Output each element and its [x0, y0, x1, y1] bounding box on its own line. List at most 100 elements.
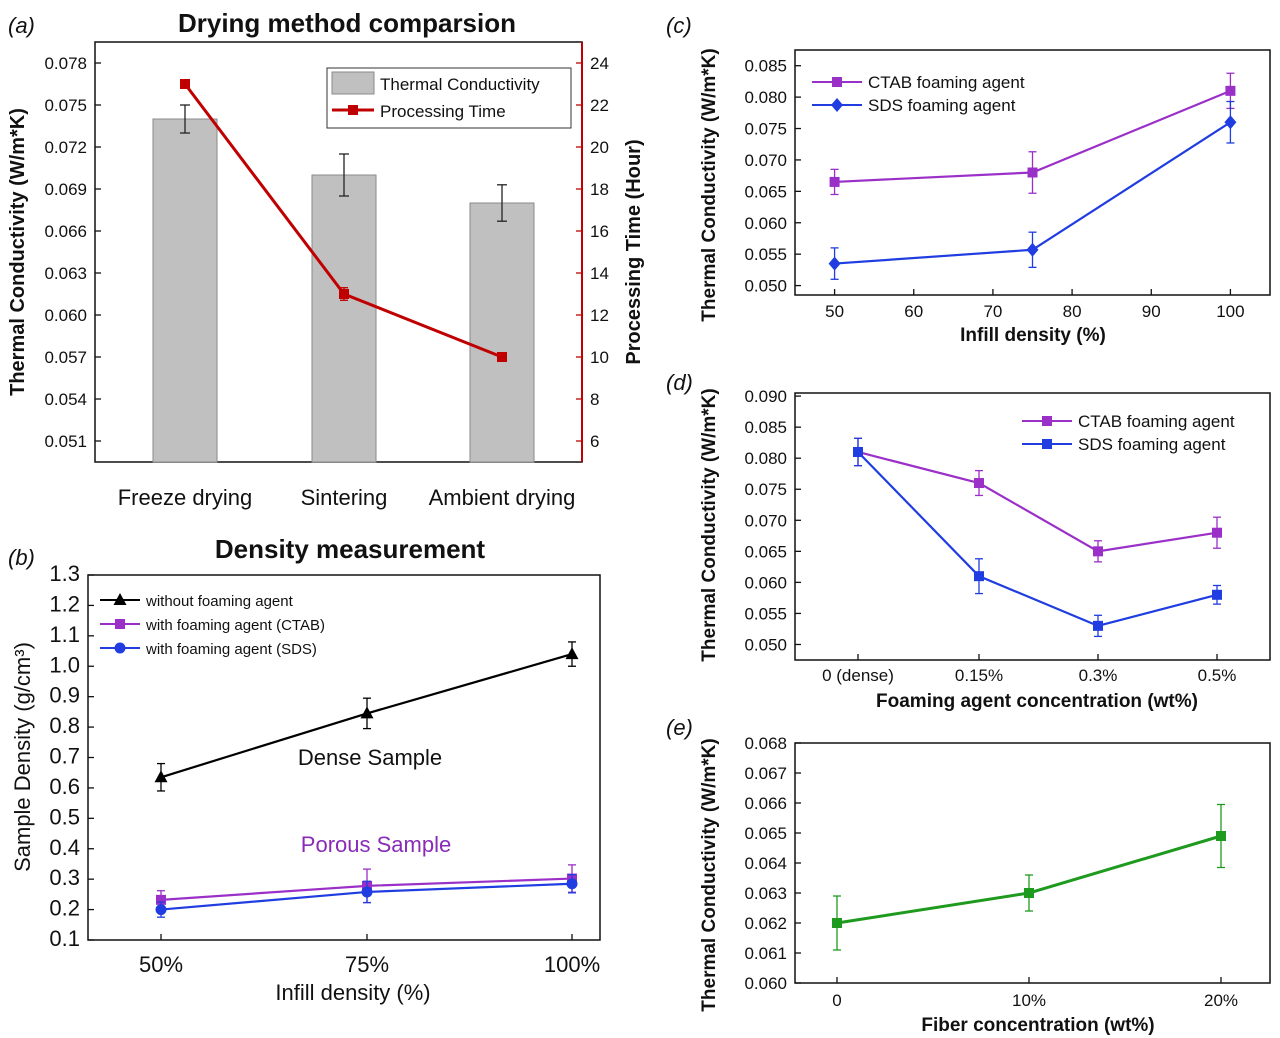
- series: [853, 437, 1222, 638]
- series-triangle: [154, 641, 579, 792]
- y-tick-label: 0.072: [44, 138, 87, 157]
- x-tick-label: 70: [983, 302, 1002, 321]
- data-point: [1093, 620, 1103, 631]
- y-tick-label-right: 14: [590, 264, 609, 283]
- y-tick-label: 0.070: [744, 511, 787, 530]
- data-point: [339, 289, 349, 299]
- y-tick-label: 0.055: [744, 604, 787, 623]
- x-tick-label: 90: [1142, 302, 1161, 321]
- legend-label: without foaming agent: [145, 593, 294, 610]
- y-tick-label: 0.065: [744, 182, 787, 201]
- x-tick-label: 0 (dense): [822, 666, 894, 685]
- data-point: [1024, 888, 1034, 898]
- data-point: [361, 886, 373, 898]
- data-point: [497, 352, 507, 362]
- y-tick-label-right: 18: [590, 180, 609, 199]
- y-tick-label: 0.080: [744, 449, 787, 468]
- y-tick-label: 1.1: [49, 622, 80, 647]
- legend: Thermal Conductivity Processing Time: [326, 67, 572, 129]
- plot-frame: [794, 742, 1271, 984]
- legend-label: CTAB foaming agent: [868, 73, 1025, 92]
- y-tick-label-right: 6: [590, 432, 599, 451]
- x-tick-label: Freeze drying: [118, 485, 253, 510]
- panel-letter: (b): [8, 545, 35, 570]
- data-point: [1225, 85, 1236, 96]
- y-axis-label: Thermal Conductivity (W/m*K): [699, 388, 720, 661]
- y-tick-label: 0.060: [744, 573, 787, 592]
- y-tick-label: 0.063: [44, 264, 87, 283]
- y-tick-label: 0.8: [49, 713, 80, 738]
- bar: [311, 174, 377, 463]
- y-tick-label: 1.3: [49, 561, 80, 586]
- annotation-porous: Porous Sample: [301, 832, 451, 857]
- panel-letter: (c): [666, 13, 692, 38]
- y-tick-label-right: 16: [590, 222, 609, 241]
- data-point: [1026, 242, 1039, 257]
- data-point: [156, 894, 166, 905]
- y-tick-label: 0.054: [44, 390, 87, 409]
- y-tick-label: 0.2: [49, 896, 80, 921]
- x-tick-label: 60: [904, 302, 923, 321]
- legend-label: with foaming agent (SDS): [145, 641, 317, 658]
- panel-e: (e) 0.060 0.061 0.062 0.063 0.064 0.065 0.066 0.…: [666, 715, 1271, 1036]
- y-tick-label: 0.062: [744, 914, 787, 933]
- legend-marker: [113, 593, 127, 605]
- y-tick-label-right: 12: [590, 306, 609, 325]
- bar-error-bar: [180, 104, 190, 134]
- x-tick-label: 100%: [544, 952, 600, 977]
- legend: without foaming agent with foaming agent …: [100, 593, 325, 658]
- panel-d: (d) 0.050 0.055 0.060 0.065 0.070 0.075 0.080 0.…: [666, 370, 1271, 712]
- y-tick-label-right: 20: [590, 138, 609, 157]
- series: [832, 803, 1226, 951]
- legend-swatch-bar: [331, 71, 375, 95]
- y-tick-label: 0.1: [49, 926, 80, 951]
- series: [828, 100, 1237, 280]
- x-tick-label: Sintering: [301, 485, 388, 510]
- x-tick-label: Ambient drying: [429, 485, 576, 510]
- legend-marker: [1042, 416, 1052, 426]
- x-axis-label: Foaming agent concentration (wt%): [876, 691, 1198, 712]
- data-point: [1216, 831, 1226, 841]
- legend-marker: [115, 619, 125, 629]
- panel-c: (c) 0.050 0.055 0.060 0.065 0.070 0.075 0.080 0.…: [666, 13, 1271, 346]
- y-tick-label: 0.6: [49, 774, 80, 799]
- data-point: [1093, 546, 1103, 557]
- legend-marker: [114, 642, 126, 654]
- y-tick-label-right: 10: [590, 348, 609, 367]
- data-point: [180, 79, 190, 89]
- legend-box: [326, 67, 572, 129]
- series-circle: [155, 873, 578, 918]
- data-point: [853, 446, 863, 457]
- data-point: [828, 256, 841, 271]
- y-tick-label: 0.075: [44, 96, 87, 115]
- legend-label: SDS foaming agent: [868, 96, 1016, 115]
- bar-error-bar: [497, 184, 507, 222]
- panel-a: (a) Drying method comparsion 0.051 0.054 0.0…: [7, 8, 645, 510]
- y-tick-label: 0.064: [744, 854, 787, 873]
- y-tick-label: 0.085: [744, 418, 787, 437]
- y-tick-label: 0.075: [744, 120, 787, 139]
- chart-title: Drying method comparsion: [178, 8, 516, 38]
- plot-frame: [794, 392, 1271, 661]
- y-tick-label: 0.050: [744, 277, 787, 296]
- data-point: [1212, 527, 1222, 538]
- panel-letter: (d): [666, 370, 693, 395]
- y-tick-label: 0.070: [744, 151, 787, 170]
- legend-label: CTAB foaming agent: [1078, 412, 1235, 431]
- x-tick-label: 80: [1063, 302, 1082, 321]
- x-axis-label: Infill density (%): [275, 980, 430, 1005]
- y-axis-label-right: Processing Time (Hour): [623, 139, 645, 364]
- y-tick-label: 0.065: [744, 824, 787, 843]
- y-tick-label: 0.060: [744, 214, 787, 233]
- x-tick-label: 100: [1216, 302, 1244, 321]
- legend-marker: [832, 77, 842, 87]
- panel-letter: (a): [8, 13, 35, 38]
- data-point: [154, 770, 168, 783]
- y-tick-label: 0.068: [744, 734, 787, 753]
- data-point: [974, 571, 984, 582]
- y-tick-label-right: 22: [590, 96, 609, 115]
- x-tick-label: 75%: [345, 952, 389, 977]
- data-point: [1212, 589, 1222, 600]
- panel-b: (b) Density measurement 0.1 0.2 0.3 0.4 0.5 0.6…: [8, 534, 601, 1005]
